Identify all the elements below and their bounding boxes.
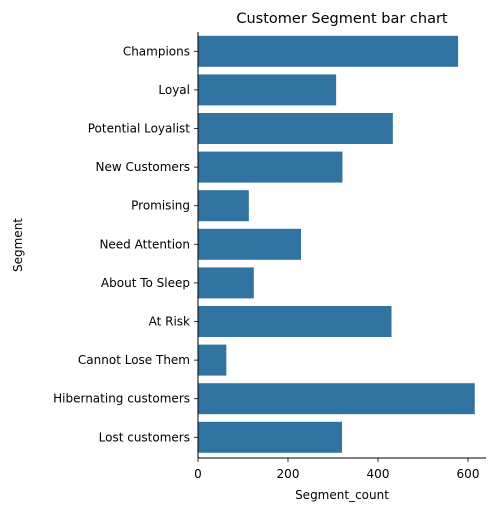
bar (198, 267, 254, 299)
x-tick-label: 200 (277, 467, 300, 481)
x-tick-label: 400 (367, 467, 390, 481)
y-tick-label: Need Attention (99, 237, 190, 251)
y-tick-label: Lost customers (99, 430, 190, 444)
bar (198, 421, 342, 453)
y-tick-label: Promising (131, 199, 190, 213)
y-tick-label: Loyal (158, 83, 190, 97)
y-tick-label: Hibernating customers (53, 392, 190, 406)
y-tick-label: Potential Loyalist (88, 122, 191, 136)
bar (198, 190, 249, 222)
x-tick-label: 600 (457, 467, 480, 481)
bar (198, 228, 302, 260)
x-ticks: 0 200 400 600 (194, 458, 479, 481)
bars-group (198, 35, 475, 453)
bar (198, 383, 475, 415)
bar (198, 113, 393, 144)
bar (198, 306, 392, 337)
bar (198, 35, 459, 67)
bar (198, 151, 343, 183)
y-axis-label: Segment (11, 218, 25, 272)
y-tick-labels: Champions Loyal Potential Loyalist New Cust… (53, 44, 198, 444)
y-tick-label: At Risk (149, 315, 190, 329)
y-tick-label: Cannot Lose Them (78, 353, 190, 367)
y-tick-label: Champions (123, 44, 190, 58)
y-tick-label: About To Sleep (101, 276, 190, 290)
x-tick-label: 0 (194, 467, 202, 481)
bar (198, 344, 227, 376)
x-axis-label: Segment_count (295, 488, 389, 502)
y-tick-label: New Customers (95, 160, 190, 174)
chart-title: Customer Segment bar chart (236, 11, 448, 27)
bar (198, 74, 337, 106)
